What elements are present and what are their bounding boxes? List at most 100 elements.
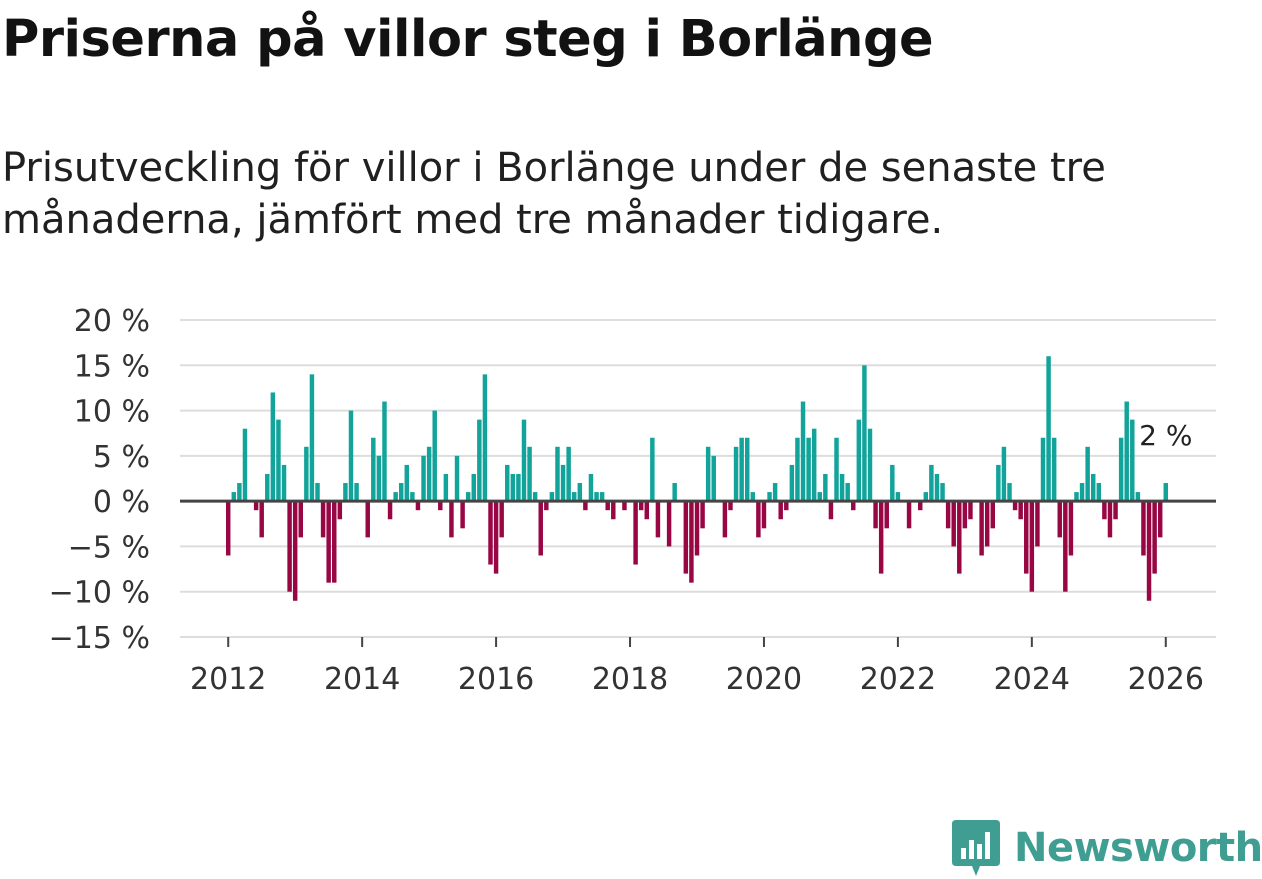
bar <box>878 501 884 574</box>
bar <box>644 501 650 520</box>
bar <box>867 428 873 502</box>
bar <box>410 492 415 502</box>
bar <box>571 492 577 502</box>
bar <box>784 501 789 511</box>
x-tick-label: 2012 <box>190 662 266 697</box>
bar <box>599 492 605 502</box>
y-tick-label: −10 % <box>49 576 150 611</box>
bar <box>1124 401 1129 502</box>
bar <box>1012 501 1018 511</box>
bar <box>638 501 644 511</box>
bar <box>1040 437 1046 502</box>
y-tick-label: 20 % <box>74 304 150 339</box>
bar <box>750 492 756 502</box>
bar <box>326 501 331 583</box>
bar <box>951 501 956 547</box>
bar <box>917 501 923 511</box>
bar <box>348 410 354 502</box>
bar <box>426 446 432 502</box>
bar <box>532 492 538 502</box>
bar <box>845 483 850 502</box>
bar <box>739 437 744 502</box>
bar <box>505 464 510 502</box>
bar <box>259 501 264 538</box>
chart-subtitle: Prisutveckling för villor i Borlänge und… <box>2 145 1106 243</box>
bar <box>968 501 973 520</box>
bar <box>231 492 237 502</box>
bar <box>1079 483 1085 502</box>
bar <box>1018 501 1023 520</box>
bar <box>237 483 242 502</box>
last-value-label: 2 % <box>1139 419 1192 452</box>
bar <box>722 501 728 538</box>
bar <box>806 437 811 502</box>
bar <box>315 483 320 502</box>
bar <box>795 437 800 502</box>
bar <box>287 501 292 592</box>
bar <box>527 446 532 502</box>
bar <box>404 464 410 502</box>
x-tick-label: 2024 <box>994 662 1070 697</box>
bar <box>1146 501 1152 601</box>
y-tick-label: −15 % <box>49 621 150 656</box>
bar <box>460 501 465 529</box>
bar <box>1113 501 1118 520</box>
bar <box>332 501 337 583</box>
bar <box>996 464 1001 502</box>
x-tick-label: 2020 <box>726 662 802 697</box>
bar <box>471 473 476 502</box>
bar <box>728 501 733 511</box>
bar <box>733 446 739 502</box>
bar <box>761 501 767 529</box>
bar-chart-logo-icon <box>952 820 1000 876</box>
bar <box>276 419 281 502</box>
bar <box>1130 419 1135 502</box>
bar <box>499 501 504 538</box>
bar <box>705 446 711 502</box>
bar <box>544 501 549 511</box>
y-tick-label: 5 % <box>93 440 150 475</box>
bar <box>594 492 599 502</box>
bar <box>382 401 387 502</box>
bar <box>1118 437 1124 502</box>
bar <box>800 401 806 502</box>
bar <box>242 428 248 502</box>
bar <box>834 437 839 502</box>
bar <box>672 483 677 502</box>
bar <box>962 501 968 529</box>
bar <box>1007 483 1012 502</box>
bar <box>270 392 276 502</box>
bar <box>1085 446 1090 502</box>
bar <box>421 455 426 502</box>
y-tick-label: −5 % <box>68 530 150 565</box>
bar <box>510 473 516 502</box>
bar <box>1090 473 1096 502</box>
bar <box>1163 483 1169 502</box>
bar <box>622 501 627 511</box>
bar <box>454 455 460 502</box>
bar <box>923 492 929 502</box>
bar <box>700 501 705 529</box>
bar <box>265 473 270 502</box>
brand-logo[interactable]: Newsworthy <box>950 818 1262 878</box>
bar <box>549 492 555 502</box>
bar <box>839 473 845 502</box>
bar <box>940 483 945 502</box>
x-tick-label: 2014 <box>324 662 400 697</box>
bar <box>756 501 761 538</box>
bar <box>611 501 616 520</box>
bar <box>253 501 259 511</box>
bar <box>560 464 566 502</box>
bar <box>438 501 443 511</box>
bar <box>666 501 672 547</box>
x-tick-label: 2016 <box>458 662 534 697</box>
bar <box>1057 501 1062 538</box>
bar <box>1141 501 1146 556</box>
bar <box>376 455 382 502</box>
bar <box>477 419 482 502</box>
bar <box>767 492 772 502</box>
bar <box>432 410 437 502</box>
bar <box>895 492 901 502</box>
bar <box>823 473 828 502</box>
bar <box>577 483 583 502</box>
